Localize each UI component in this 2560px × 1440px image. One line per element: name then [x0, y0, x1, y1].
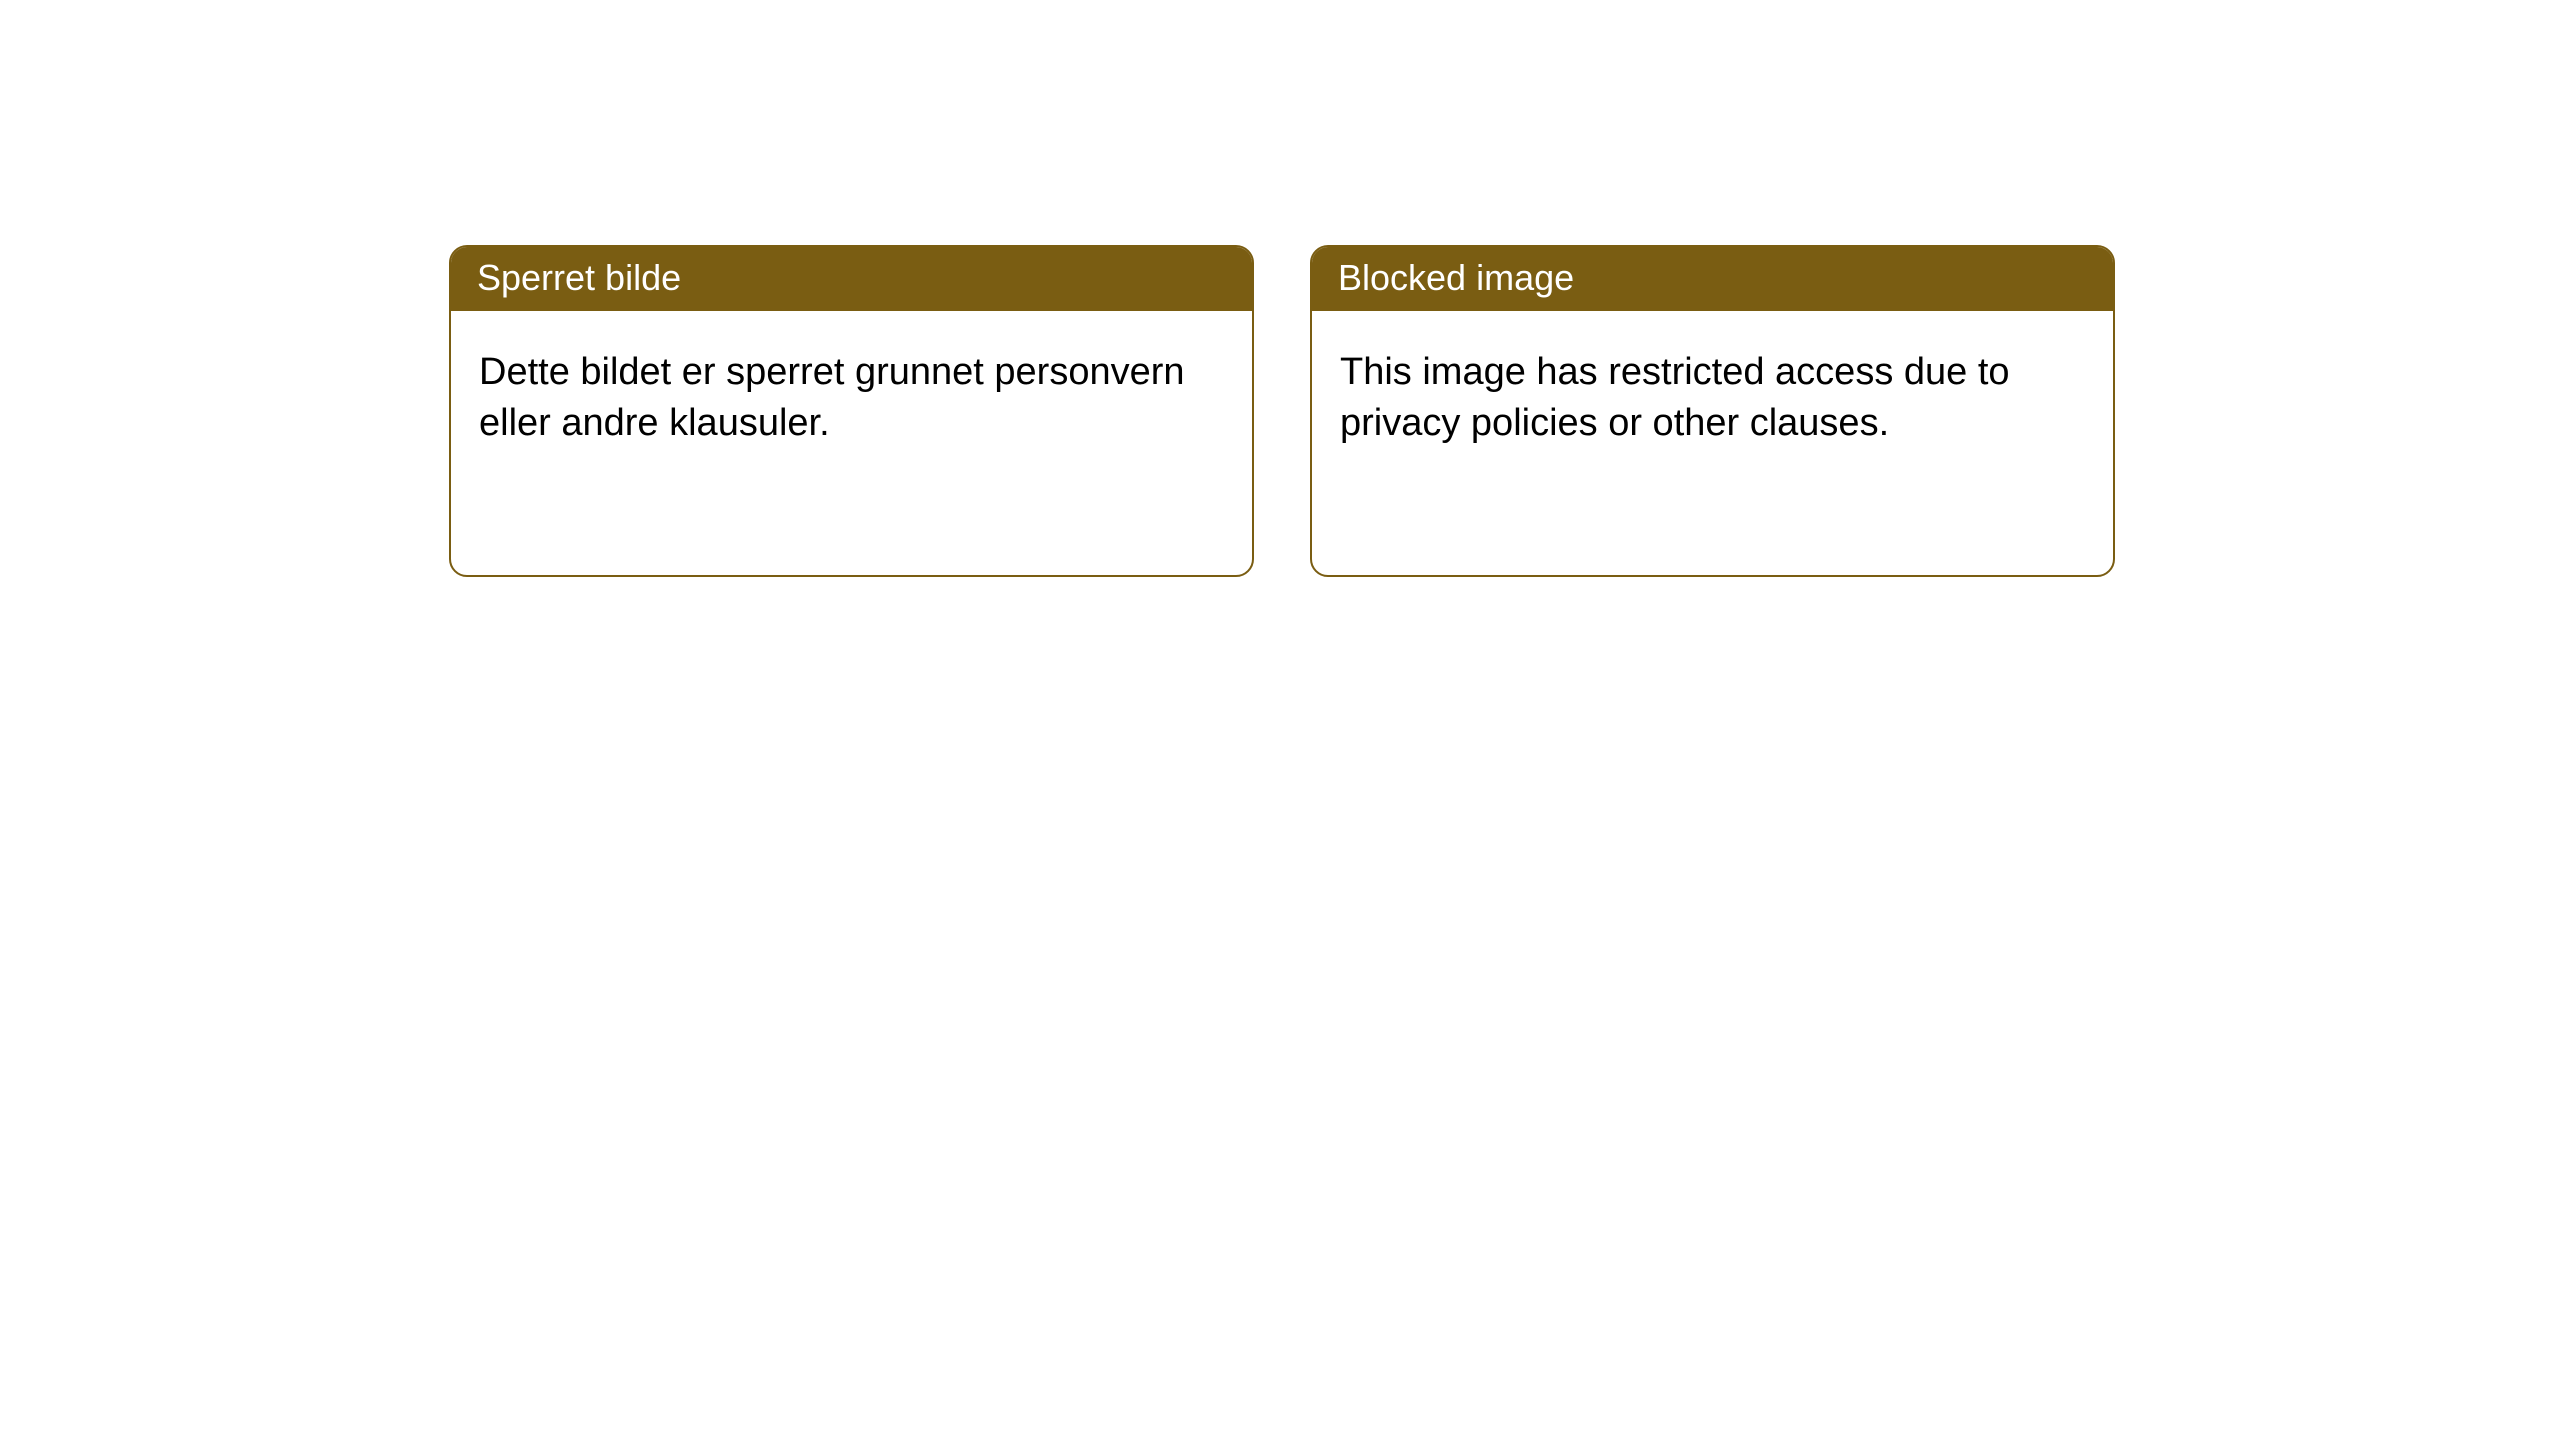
card-container: Sperret bilde Dette bildet er sperret gr… — [0, 0, 2560, 577]
card-title: Sperret bilde — [451, 247, 1252, 311]
card-title: Blocked image — [1312, 247, 2113, 311]
card-body-text: This image has restricted access due to … — [1312, 311, 2113, 470]
card-body-text: Dette bildet er sperret grunnet personve… — [451, 311, 1252, 470]
blocked-image-card-english: Blocked image This image has restricted … — [1310, 245, 2115, 577]
blocked-image-card-norwegian: Sperret bilde Dette bildet er sperret gr… — [449, 245, 1254, 577]
